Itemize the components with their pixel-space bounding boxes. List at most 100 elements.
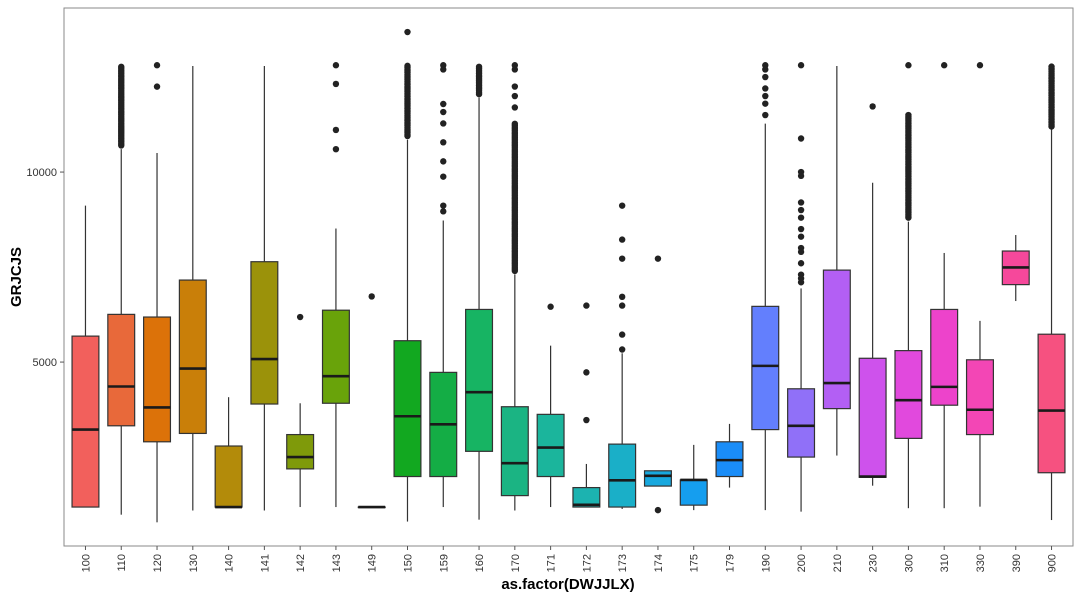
outlier-point [440,158,447,165]
box-group-179 [715,423,744,488]
outlier-point [404,28,411,36]
box [608,443,637,508]
x-tick-label: 170 [510,554,522,572]
box [858,357,887,478]
box-group-120 [143,62,172,523]
x-tick-label: 900 [1047,554,1059,572]
box-group-172 [572,302,601,508]
x-tick-label: 174 [653,554,665,572]
outlier-point [1048,63,1055,70]
outlier-point [404,62,411,70]
box-group-210 [822,65,851,456]
y-tick-label: 5000 [33,357,57,369]
outlier-point [440,173,447,180]
box [71,335,100,508]
x-axis-title: as.factor(DWJJLX) [501,576,634,593]
x-tick-label: 150 [402,554,414,572]
box [751,305,780,431]
outlier-point [762,73,769,81]
box [250,261,279,405]
outlier-point [905,111,912,119]
outlier-point [440,202,447,209]
box [321,309,350,404]
outlier-point [332,62,340,69]
box [1037,333,1066,474]
outlier-point [511,66,519,73]
y-tick-label: 10000 [26,167,57,179]
box-group-900 [1037,63,1066,521]
box [787,388,816,458]
box [965,359,994,436]
outlier-point [618,202,626,209]
x-tick-label: 159 [438,554,450,572]
box-group-310 [930,62,959,509]
x-tick-label: 300 [903,554,915,572]
outlier-point [905,62,912,69]
box-group-142 [286,313,315,508]
outlier-point [762,85,769,92]
outlier-point [869,103,876,110]
outlier-point [618,255,626,262]
outlier-point [511,92,519,100]
box-group-143 [321,62,350,508]
outlier-point [797,172,805,180]
outlier-point [618,331,626,338]
box-group-141 [250,65,279,511]
x-tick-label: 110 [116,554,128,572]
box [500,406,529,497]
outlier-point [797,225,805,233]
x-tick-label: 210 [832,554,844,572]
x-tick-label: 173 [617,554,629,572]
outlier-point [440,120,447,127]
outlier-point [440,139,447,146]
x-tick-label: 140 [224,554,236,572]
outlier-point [618,293,626,301]
outlier-point [440,66,447,73]
box [894,350,923,439]
box-group-100 [71,205,100,508]
box [643,470,672,487]
outlier-point [296,313,304,321]
outlier-point [618,236,626,243]
box-group-174 [643,255,672,514]
box-group-140 [214,397,243,509]
outlier-point [153,83,161,90]
box-group-175 [679,444,708,511]
box-group-173 [608,202,637,509]
outlier-point [797,214,805,221]
outlier-point [797,279,805,286]
outlier-point [797,135,805,142]
outlier-point [797,62,805,69]
x-tick-label: 120 [152,554,164,572]
x-tick-label: 149 [367,554,379,572]
outlier-point [618,302,626,309]
box [679,479,708,506]
box-group-300 [894,62,923,509]
outlier-point [797,199,805,206]
x-tick-label: 143 [331,554,343,572]
x-tick-label: 330 [975,554,987,572]
outlier-point [583,302,590,309]
box-group-200 [787,62,816,512]
box [214,445,243,508]
outlier-point [332,145,340,153]
outlier-point [332,80,340,88]
box [393,340,422,478]
box [107,313,136,427]
box-group-330 [965,62,994,507]
outlier-point [332,126,340,134]
outlier-point [118,63,125,70]
outlier-point [654,506,662,514]
box-group-150 [393,28,422,522]
box [930,308,959,406]
outlier-point [618,346,626,353]
x-tick-label: 130 [188,554,200,572]
outlier-point [511,83,519,90]
outlier-point [511,120,519,127]
x-tick-label: 230 [868,554,880,572]
box-group-149 [357,293,386,509]
box [143,316,172,443]
outlier-point [940,62,948,69]
outlier-point [762,111,769,119]
